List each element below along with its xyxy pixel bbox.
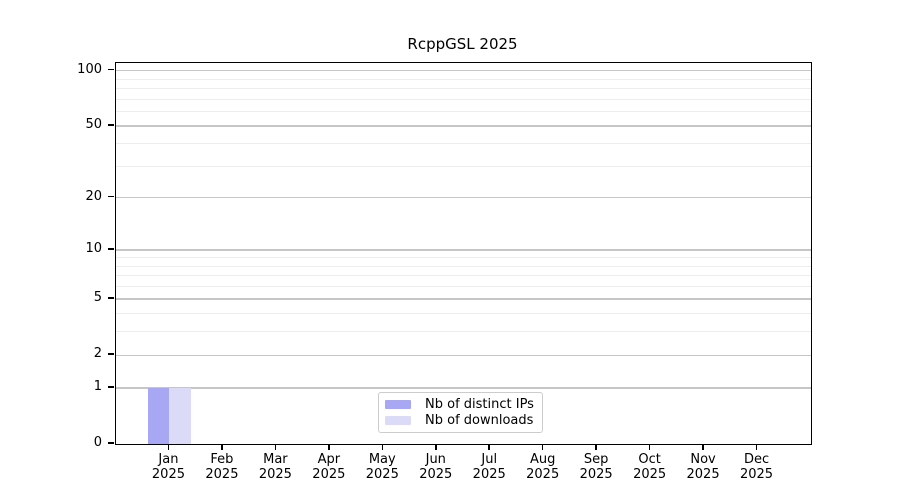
legend: Nb of distinct IPs Nb of downloads (378, 392, 543, 433)
x-tick-year: 2025 (686, 467, 720, 482)
gridline-major (116, 249, 811, 251)
x-tick-mark (328, 444, 330, 450)
x-tick-mark (381, 444, 384, 450)
x-tick-mark (435, 444, 437, 450)
gridline-major (116, 298, 811, 300)
x-tick-year: 2025 (151, 467, 185, 482)
bar-downloads (169, 387, 191, 444)
gridline-minor (116, 313, 811, 315)
legend-entry: Nb of downloads (385, 413, 536, 428)
x-tick-month: Jun (425, 452, 446, 467)
x-tick-month: Mar (263, 452, 288, 467)
x-tick-month: Jul (481, 452, 498, 467)
gridline-major (116, 70, 811, 72)
gridline-minor (116, 143, 811, 145)
x-tick-mark (648, 444, 651, 450)
x-tick-year: 2025 (205, 467, 239, 482)
gridline-minor (116, 87, 811, 89)
gridline-minor (116, 165, 811, 167)
gridline-minor (116, 78, 811, 80)
x-tick-label: Jul 2025 (457, 452, 521, 482)
x-tick-month: May (368, 452, 396, 467)
x-tick-month: Oct (638, 452, 661, 467)
x-tick-mark (541, 444, 544, 450)
x-tick-mark (167, 444, 170, 450)
x-tick-year: 2025 (312, 467, 346, 482)
x-tick-month: Sep (583, 452, 609, 467)
y-tick-label: 50 (85, 116, 102, 132)
y-tick-label: 2 (93, 346, 102, 362)
y-tick-label: 100 (77, 61, 102, 77)
legend-swatch (385, 415, 411, 425)
legend-label: Nb of downloads (425, 412, 534, 428)
x-tick-year: 2025 (633, 467, 667, 482)
x-tick-label: Mar 2025 (243, 452, 307, 482)
x-tick-mark (595, 444, 597, 450)
legend-entry: Nb of distinct IPs (385, 397, 536, 412)
gridline-minor (116, 331, 811, 333)
x-tick-year: 2025 (365, 467, 399, 482)
x-tick-label: Feb 2025 (190, 452, 254, 482)
gridline-minor (116, 110, 811, 112)
x-tick-label: Sep 2025 (564, 452, 628, 482)
y-tick-mark (108, 386, 114, 388)
x-tick-month: Feb (210, 452, 234, 467)
x-tick-label: Jan 2025 (136, 452, 200, 482)
x-tick-mark (221, 444, 223, 450)
x-tick-mark (755, 444, 758, 450)
x-tick-year: 2025 (258, 467, 292, 482)
legend-swatch (385, 400, 411, 410)
gridline-major (116, 387, 811, 389)
bar-distinct-ips (148, 387, 170, 444)
y-tick-mark (108, 297, 114, 299)
x-tick-year: 2025 (526, 467, 560, 482)
y-tick-mark (108, 68, 114, 71)
x-tick-label: May 2025 (350, 452, 414, 482)
gridline-minor (116, 257, 811, 259)
x-tick-mark (488, 444, 490, 450)
y-tick-label: 5 (93, 290, 102, 306)
x-tick-label: Dec 2025 (725, 452, 789, 482)
x-tick-label: Aug 2025 (511, 452, 575, 482)
x-tick-mark (702, 444, 704, 450)
x-tick-month: Dec (743, 452, 770, 467)
chart-title: RcppGSL 2025 (407, 35, 518, 53)
plot-area (115, 62, 812, 445)
gridline-major (116, 125, 811, 127)
x-tick-label: Oct 2025 (618, 452, 682, 482)
x-tick-label: Jun 2025 (404, 452, 468, 482)
y-tick-label: 20 (85, 188, 102, 204)
x-tick-month: Apr (317, 452, 341, 467)
y-tick-label: 1 (93, 378, 102, 394)
x-tick-label: Nov 2025 (671, 452, 735, 482)
gridline-major (116, 354, 811, 356)
x-tick-month: Jan (158, 452, 179, 467)
x-tick-month: Aug (529, 452, 556, 467)
x-tick-month: Nov (690, 452, 716, 467)
gridline-minor (116, 265, 811, 267)
y-tick-label: 0 (93, 435, 102, 450)
y-tick-mark (108, 442, 114, 444)
x-tick-year: 2025 (472, 467, 506, 482)
y-tick-mark (108, 195, 114, 198)
y-tick-mark (108, 248, 114, 250)
x-tick-year: 2025 (739, 467, 774, 482)
y-tick-label: 10 (85, 241, 102, 256)
y-tick-mark (108, 124, 114, 126)
x-tick-year: 2025 (579, 467, 613, 482)
legend-label: Nb of distinct IPs (425, 397, 534, 413)
gridline-major (116, 197, 811, 199)
gridline-minor (116, 98, 811, 100)
x-tick-mark (274, 444, 277, 450)
x-tick-year: 2025 (419, 467, 453, 482)
gridline-minor (116, 286, 811, 288)
y-tick-mark (108, 353, 114, 355)
x-tick-label: Apr 2025 (297, 452, 361, 482)
gridline-minor (116, 275, 811, 277)
